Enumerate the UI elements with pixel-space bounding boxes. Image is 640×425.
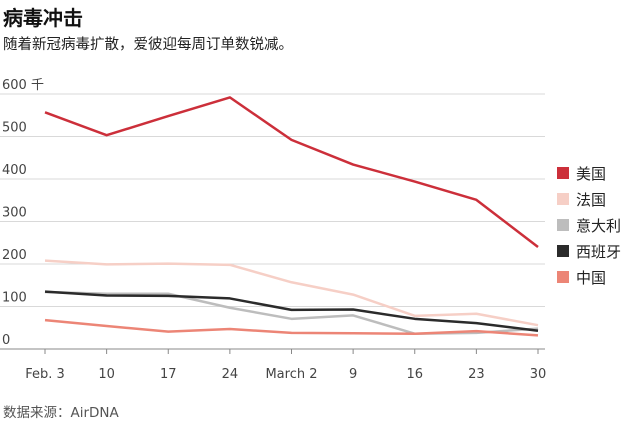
legend: 美国法国意大利西班牙中国 <box>557 160 621 290</box>
series-lines <box>44 96 539 337</box>
y-tick-label: 200 <box>2 248 27 263</box>
series-line-0 <box>44 96 539 248</box>
legend-label: 意大利 <box>576 216 622 235</box>
series-line-3 <box>44 290 539 332</box>
x-axis-ticks: Feb. 3 10 17 24 March 2 9 16 23 30 <box>25 349 546 382</box>
legend-label: 西班牙 <box>576 242 622 261</box>
x-tick-label: 10 <box>98 367 115 382</box>
series-line-4 <box>44 318 539 337</box>
x-tick-label: March 2 <box>265 367 317 382</box>
x-tick-label: 16 <box>406 367 423 382</box>
y-tick-label: 100 <box>2 291 27 306</box>
legend-swatch <box>557 193 569 205</box>
legend-item: 西班牙 <box>557 238 621 264</box>
x-tick-label: Feb. 3 <box>25 367 65 382</box>
legend-item: 意大利 <box>557 212 621 238</box>
legend-swatch <box>557 245 569 257</box>
legend-swatch <box>557 219 569 231</box>
x-tick-label: 9 <box>349 367 357 382</box>
x-tick-label: 23 <box>468 367 485 382</box>
series-line-1 <box>44 259 539 327</box>
gridlines <box>0 93 545 350</box>
legend-label: 美国 <box>576 164 607 183</box>
legend-item: 美国 <box>557 160 621 186</box>
legend-label: 中国 <box>576 268 607 287</box>
legend-label: 法国 <box>576 190 607 209</box>
y-tick-label: 400 <box>2 163 27 178</box>
x-tick-label: 17 <box>160 367 177 382</box>
x-tick-label: 30 <box>530 367 547 382</box>
legend-item: 法国 <box>557 186 621 212</box>
y-tick-label: 300 <box>2 206 27 221</box>
x-tick-label: 24 <box>222 367 239 382</box>
y-tick-label: 0 <box>2 333 10 348</box>
legend-swatch <box>557 271 569 283</box>
y-tick-label: 600 千 <box>2 78 44 93</box>
chart-title: 病毒冲击 <box>3 6 83 30</box>
y-axis-ticks: 0 100 200 300 400 500 600 千 <box>2 78 44 348</box>
legend-item: 中国 <box>557 264 621 290</box>
y-tick-label: 500 <box>2 121 27 136</box>
legend-swatch <box>557 167 569 179</box>
source-note: 数据来源：AirDNA <box>3 405 119 421</box>
chart-subtitle: 随着新冠病毒扩散，爱彼迎每周订单数锐减。 <box>3 37 293 53</box>
